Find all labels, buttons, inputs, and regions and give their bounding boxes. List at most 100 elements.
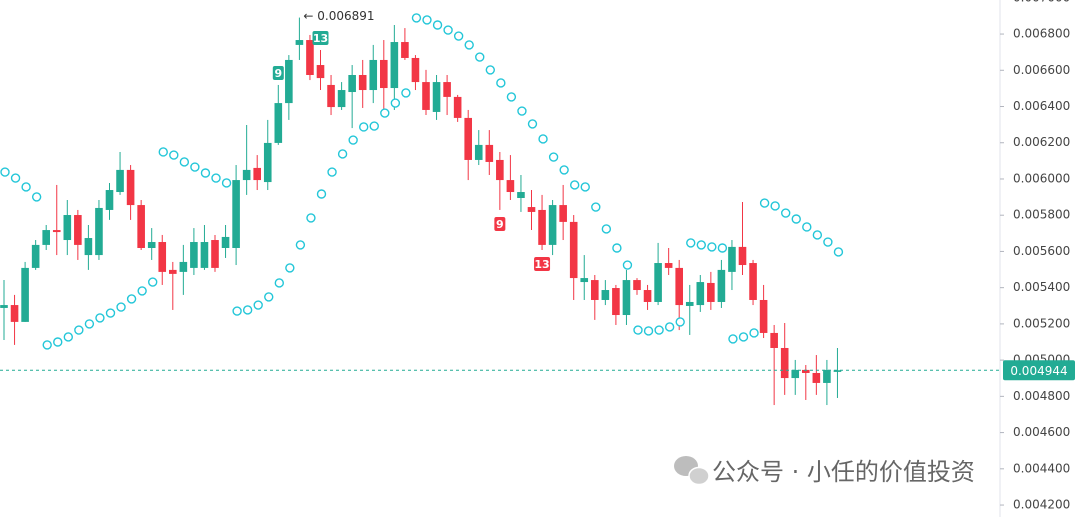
sar-dot xyxy=(591,202,601,212)
sar-dot xyxy=(527,119,538,129)
sar-dot xyxy=(833,247,844,257)
candle-body xyxy=(105,190,114,210)
sar-dot xyxy=(63,332,74,342)
candle-body xyxy=(84,238,93,256)
sar-dot xyxy=(21,182,31,192)
sar-dot xyxy=(812,230,823,240)
last-price-box xyxy=(1003,360,1075,381)
sar-dot xyxy=(633,325,643,335)
sar-dot xyxy=(696,240,706,250)
sar-dot xyxy=(538,134,548,144)
candle-body xyxy=(664,263,673,268)
candle-body xyxy=(63,215,72,241)
sar-dot xyxy=(496,78,506,88)
sar-dot xyxy=(759,198,770,208)
sar-dot xyxy=(316,189,327,199)
sar-dot xyxy=(654,325,664,335)
sar-dot xyxy=(453,31,464,41)
candle-body xyxy=(453,96,462,118)
sar-dot xyxy=(475,52,485,62)
sar-dot xyxy=(232,306,242,316)
sar-dot xyxy=(686,238,696,248)
candle-body xyxy=(622,280,631,316)
td-badge-label: 9 xyxy=(496,218,504,231)
sar-dot xyxy=(306,213,316,223)
sar-dot xyxy=(190,162,200,172)
candle-body xyxy=(833,370,842,372)
sar-dot xyxy=(823,237,833,247)
candle-body xyxy=(749,263,757,300)
last-price-label: 0.004944 xyxy=(1010,364,1067,378)
sar-dot xyxy=(728,334,738,344)
sar-dot xyxy=(274,278,284,288)
sar-dot xyxy=(738,332,749,342)
sar-dot xyxy=(622,260,633,270)
sar-dot xyxy=(31,192,42,202)
candle-body xyxy=(10,305,19,322)
candle-body xyxy=(348,74,356,93)
sar-dot xyxy=(137,286,147,296)
sar-dot xyxy=(253,300,263,310)
sar-dot xyxy=(369,121,379,131)
y-tick-label: 0.007000 xyxy=(1013,0,1070,4)
td-badge-box xyxy=(534,256,551,271)
candle-body xyxy=(316,65,325,79)
y-tick-label: 0.005600 xyxy=(1013,244,1070,258)
candle-body xyxy=(464,117,472,160)
candle-body xyxy=(791,369,800,379)
candle-body xyxy=(52,230,61,233)
watermark: 公众号 · 小任的价值投资 xyxy=(712,458,975,486)
sar-dot xyxy=(570,180,580,190)
candle-body xyxy=(685,301,694,306)
sar-dot xyxy=(770,201,780,211)
high-annotation: ← 0.006891 xyxy=(303,9,374,23)
candle-body xyxy=(137,205,145,248)
sar-dot xyxy=(664,322,675,332)
candle-body xyxy=(654,263,662,302)
candle-body xyxy=(812,372,821,383)
sar-dot xyxy=(781,208,791,218)
candle-body xyxy=(728,246,736,272)
candle-body xyxy=(253,167,261,181)
candle-body xyxy=(31,244,40,268)
sar-dot xyxy=(327,167,337,177)
candle-body xyxy=(263,142,272,183)
candle-body xyxy=(327,84,335,108)
candle-body xyxy=(527,207,536,212)
sar-dot xyxy=(443,25,453,35)
y-tick-label: 0.005200 xyxy=(1013,316,1070,330)
sar-dot xyxy=(116,302,126,312)
sar-dot xyxy=(169,150,179,160)
sar-dot xyxy=(200,168,211,178)
candle-body xyxy=(517,192,525,198)
sar-dot xyxy=(390,98,401,108)
sar-dot xyxy=(105,308,116,318)
td-badge-box xyxy=(312,30,329,45)
candle-body xyxy=(643,290,652,302)
sar-dot xyxy=(432,20,443,30)
candle-body xyxy=(42,230,50,245)
candle-body xyxy=(802,369,810,373)
sar-dot xyxy=(791,214,801,224)
candle-body xyxy=(242,169,251,181)
sar-dot xyxy=(401,88,411,98)
candle-body xyxy=(496,159,504,181)
sar-dot xyxy=(221,178,232,188)
y-tick-label: 0.006600 xyxy=(1013,63,1070,77)
y-tick-label: 0.006200 xyxy=(1013,135,1070,149)
y-tick-label: 0.004200 xyxy=(1013,498,1070,512)
td-badge: 9 xyxy=(494,216,506,231)
candle-body xyxy=(274,103,283,143)
candle-body xyxy=(74,215,82,245)
y-tick-label: 0.004800 xyxy=(1013,389,1070,403)
candle-body xyxy=(358,74,367,91)
sar-dot xyxy=(517,106,527,116)
candle-body xyxy=(633,280,641,291)
candle-body xyxy=(443,82,451,97)
sar-dot xyxy=(749,328,759,338)
sar-dot xyxy=(612,243,622,253)
sar-dot xyxy=(42,340,52,350)
y-tick-label: 0.006800 xyxy=(1013,27,1070,41)
candle-body xyxy=(0,305,8,308)
